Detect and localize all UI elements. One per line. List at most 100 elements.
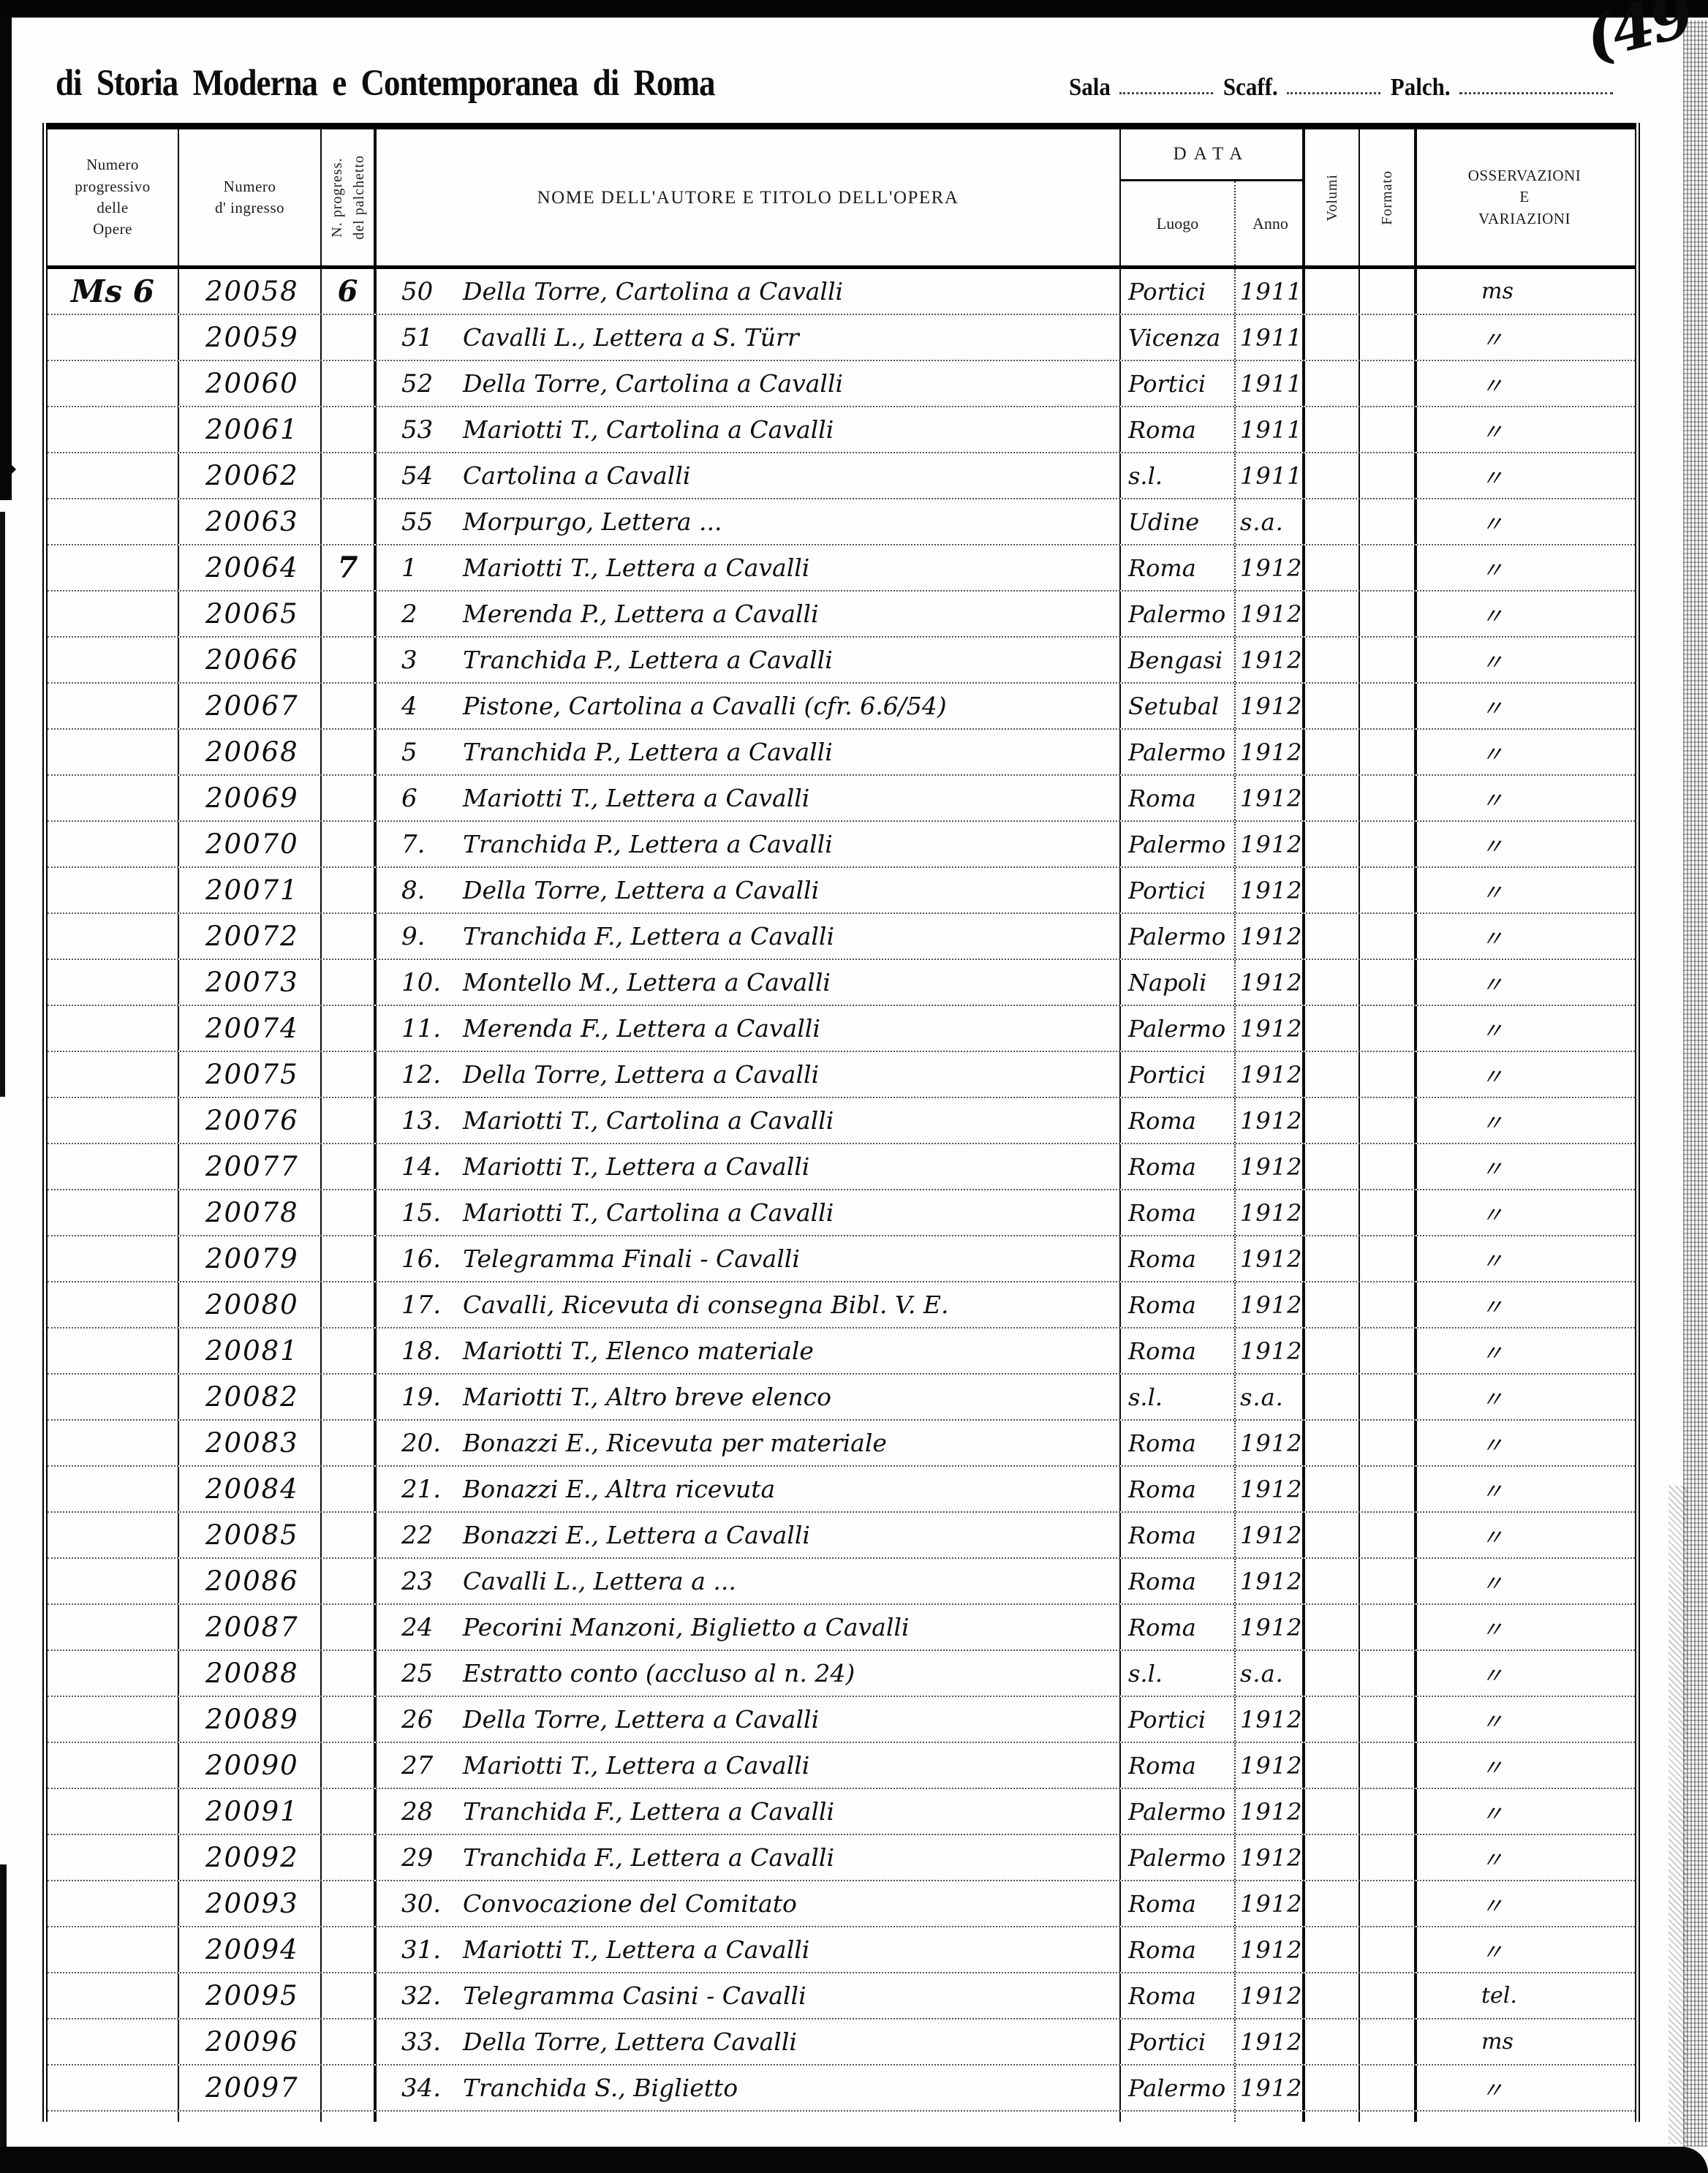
cell-anno: 1912 — [1236, 914, 1305, 959]
cell-opere — [48, 2066, 179, 2110]
cell-osservazioni: 〃 — [1481, 373, 1503, 399]
header-luogo: Luogo — [1121, 181, 1236, 265]
cell-opere — [48, 1513, 179, 1557]
cell-volumi — [1305, 1651, 1360, 1696]
cell-osservazioni: 〃 — [1481, 1801, 1503, 1827]
scan-edge-bottom — [0, 2147, 1708, 2173]
cell-opere — [48, 1236, 179, 1281]
cell-luogo: Roma — [1121, 1513, 1236, 1557]
cell-anno: s.a. — [1236, 499, 1305, 544]
cell-palchetto — [322, 1651, 377, 1696]
table-row: 20075 12. Della Torre, Lettera a Cavalli… — [48, 1052, 1635, 1098]
cell-volumi — [1305, 1467, 1360, 1511]
cell-ingresso: 20086 — [179, 1559, 322, 1603]
cell-luogo: Roma — [1121, 1144, 1236, 1189]
cell-formato — [1360, 914, 1417, 959]
cell-titolo: 6 Mariotti T., Lettera a Cavalli — [377, 776, 1121, 820]
location-fields-line: Sala Scaff. Palch. — [1069, 70, 1654, 100]
cell-ingresso: 20070 — [179, 822, 322, 866]
cell-luogo: Roma — [1121, 1605, 1236, 1649]
cell-luogo: Palermo — [1121, 822, 1236, 866]
item-number: 1 — [401, 553, 417, 583]
cell-formato — [1360, 1236, 1417, 1281]
cell-opere — [48, 638, 179, 682]
item-number: 16. — [401, 1244, 442, 1274]
cell-opere — [48, 914, 179, 959]
cell-ingresso: 20078 — [179, 1190, 322, 1235]
cell-formato — [1360, 592, 1417, 636]
scan-noise-right — [1683, 20, 1708, 2147]
cell-ingresso: 20096 — [179, 2019, 322, 2064]
cell-luogo: Setubal — [1121, 684, 1236, 728]
cell-osservazioni: 〃 — [1481, 2077, 1503, 2104]
cell-opere — [48, 1006, 179, 1051]
cell-palchetto — [322, 361, 377, 406]
cell-ingresso: 20094 — [179, 1927, 322, 1972]
item-number: 18. — [401, 1336, 442, 1366]
cell-opere — [48, 361, 179, 406]
cell-formato — [1360, 361, 1417, 406]
cell-formato — [1360, 2019, 1417, 2064]
item-title: Estratto conto (accluso al n. 24) — [463, 1659, 855, 1688]
table-row: 20064 7 1 Mariotti T., Lettera a Cavalli… — [48, 545, 1635, 592]
cell-anno: 1911 — [1236, 269, 1305, 314]
cell-volumi — [1305, 545, 1360, 590]
cell-ingresso: 20087 — [179, 1605, 322, 1649]
cell-anno: 1912 — [1236, 1927, 1305, 1972]
cell-volumi — [1305, 499, 1360, 544]
cell-anno: 1912 — [1236, 1329, 1305, 1373]
cell-formato — [1360, 822, 1417, 866]
item-title: Bonazzi E., Ricevuta per materiale — [463, 1429, 887, 1457]
item-number: 9. — [401, 921, 426, 951]
cell-opere — [48, 1835, 179, 1880]
cell-anno: 1912 — [1236, 730, 1305, 774]
register-table: Numero progressivo delle Opere Numero d'… — [42, 123, 1640, 2122]
cell-palchetto — [322, 592, 377, 636]
cell-titolo: 52 Della Torre, Cartolina a Cavalli — [377, 361, 1121, 406]
cell-formato — [1360, 1282, 1417, 1327]
cell-volumi — [1305, 1236, 1360, 1281]
header-volumi: Volumi — [1305, 129, 1360, 265]
cell-anno: s.a. — [1236, 1651, 1305, 1696]
cell-luogo: Roma — [1121, 1190, 1236, 1235]
scan-noise-right-lower — [1669, 1486, 1688, 2144]
cell-luogo: Roma — [1121, 776, 1236, 820]
cell-ingresso: 20076 — [179, 1098, 322, 1143]
header-anno: Anno — [1252, 213, 1288, 233]
item-number: 26 — [401, 1704, 434, 1734]
cell-opere — [48, 1559, 179, 1603]
item-title: Mariotti T., Cartolina a Cavalli — [463, 415, 834, 444]
cell-anno: 1912 — [1236, 960, 1305, 1005]
item-title: Mariotti T., Cartolina a Cavalli — [463, 1106, 834, 1135]
cell-anno: 1912 — [1236, 2019, 1305, 2064]
cell-volumi — [1305, 684, 1360, 728]
cell-formato — [1360, 1927, 1417, 1972]
cell-volumi — [1305, 453, 1360, 498]
cell-anno: 1912 — [1236, 592, 1305, 636]
cell-opere — [48, 1329, 179, 1373]
cell-luogo: Portici — [1121, 868, 1236, 912]
item-number: 54 — [401, 461, 434, 491]
table-row: Ms 6 20058 6 50 Della Torre, Cartolina a… — [48, 269, 1635, 315]
cell-volumi — [1305, 1282, 1360, 1327]
cell-formato — [1360, 1421, 1417, 1465]
item-number: 21. — [401, 1474, 442, 1504]
cell-volumi — [1305, 592, 1360, 636]
cell-luogo: Palermo — [1121, 730, 1236, 774]
cell-palchetto — [322, 1605, 377, 1649]
cell-ingresso: 20084 — [179, 1467, 322, 1511]
cell-opere — [48, 592, 179, 636]
scaff-blank-line — [1286, 70, 1380, 94]
cell-opere — [48, 1144, 179, 1189]
item-number: 2 — [401, 599, 417, 629]
cell-titolo: 13. Mariotti T., Cartolina a Cavalli — [377, 1098, 1121, 1143]
cell-osservazioni: 〃 — [1481, 1202, 1503, 1228]
cell-formato — [1360, 1052, 1417, 1097]
cell-palchetto — [322, 730, 377, 774]
cell-formato — [1360, 1375, 1417, 1419]
cell-anno: 1912 — [1236, 2066, 1305, 2110]
cell-opere — [48, 453, 179, 498]
table-row: 20085 22 Bonazzi E., Lettera a Cavalli R… — [48, 1513, 1635, 1559]
table-row: 20068 5 Tranchida P., Lettera a Cavalli … — [48, 730, 1635, 776]
cell-titolo: 26 Della Torre, Lettera a Cavalli — [377, 1697, 1121, 1742]
